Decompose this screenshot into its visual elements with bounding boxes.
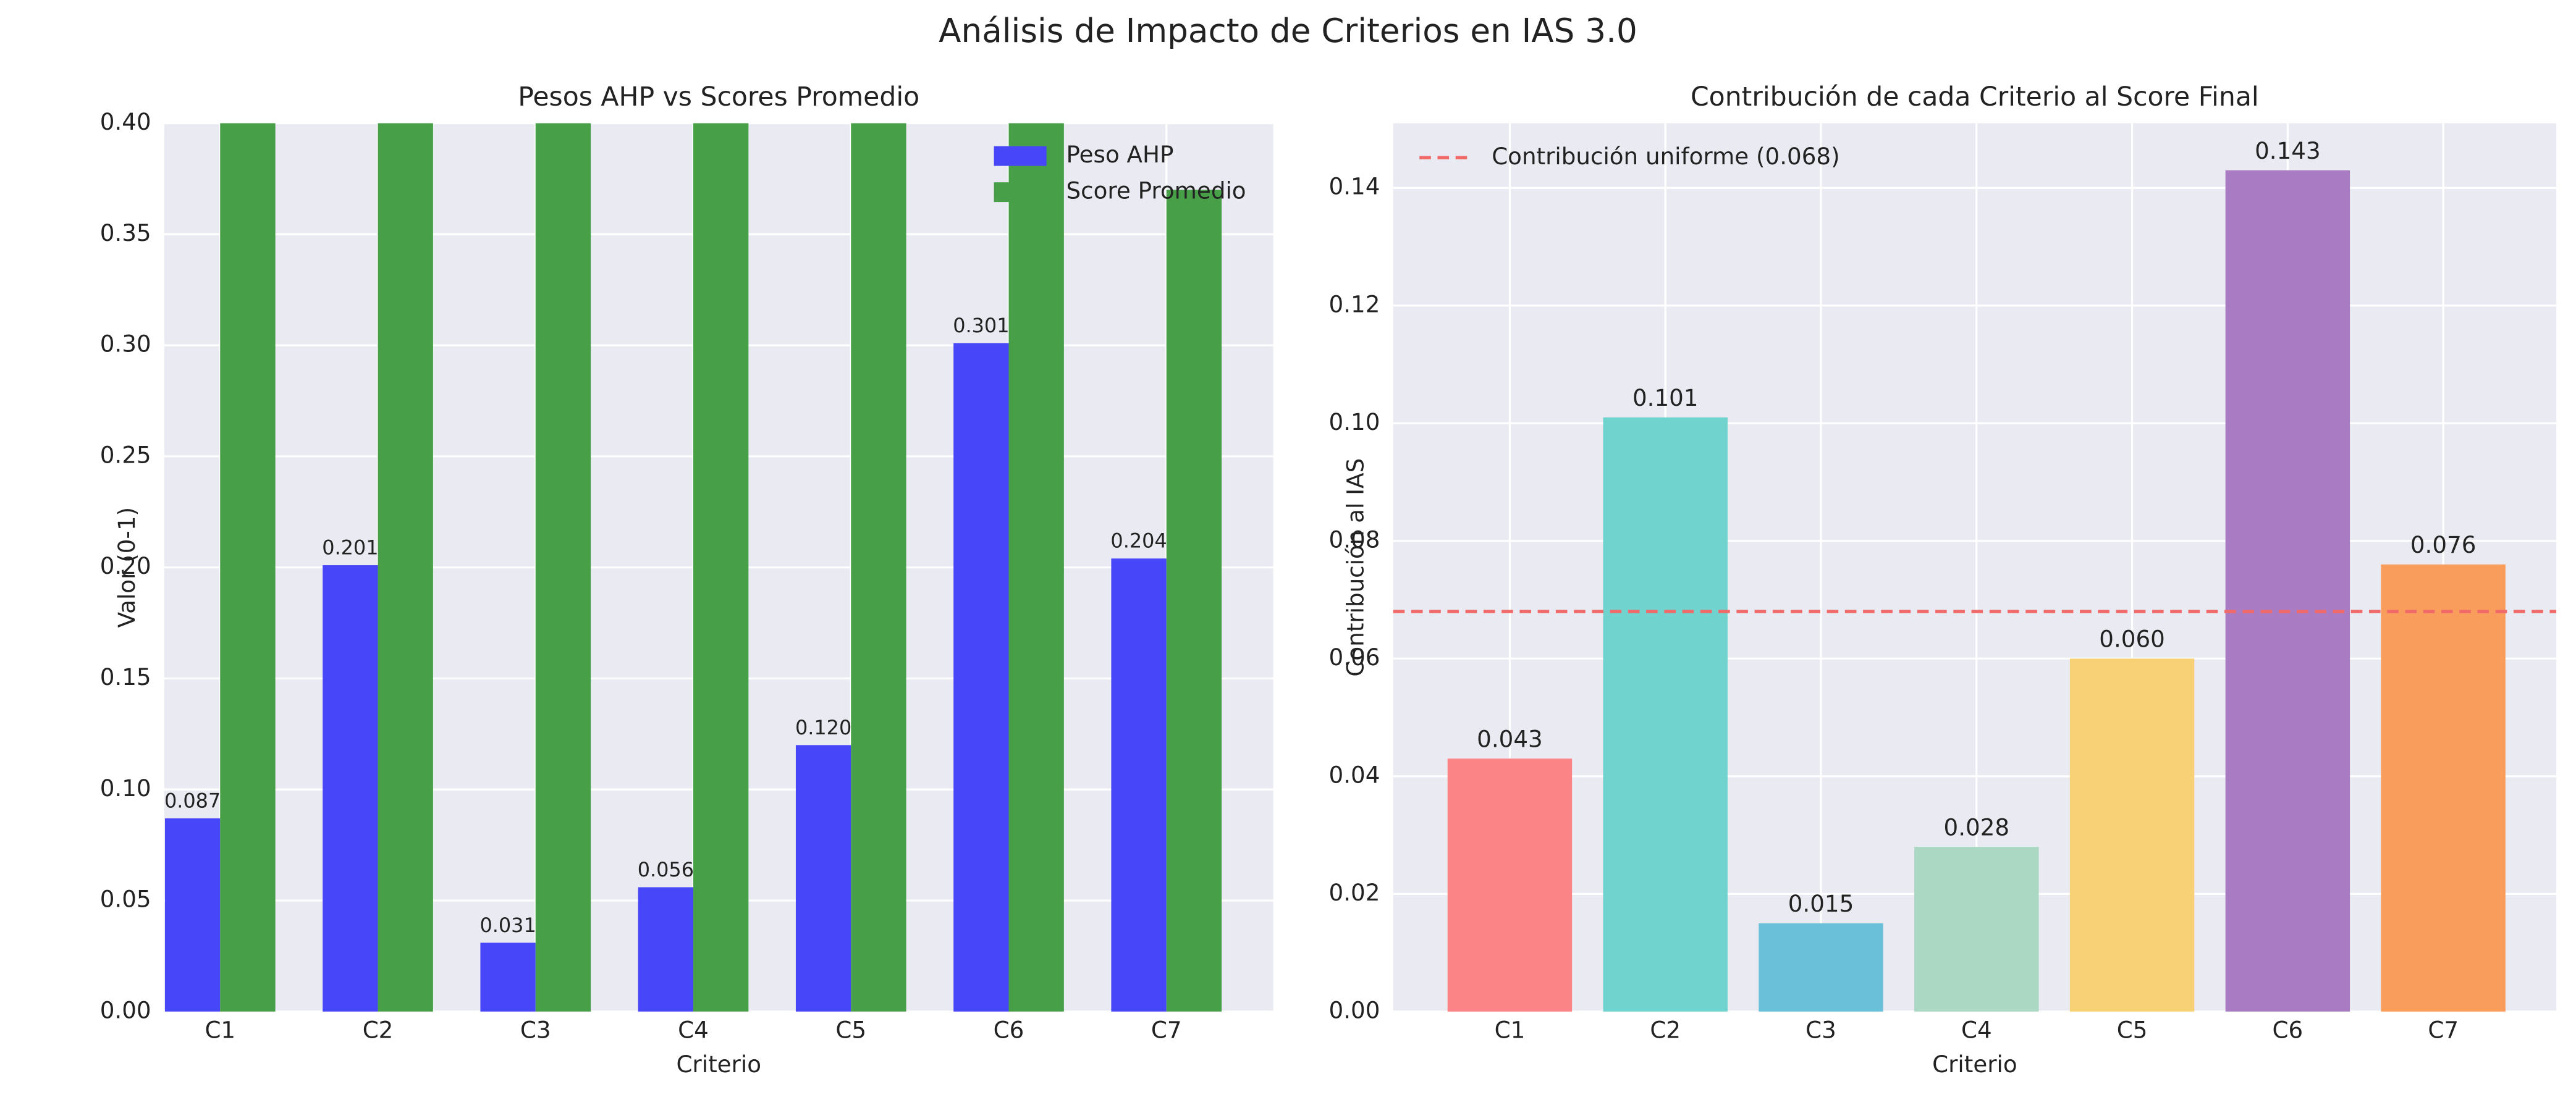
- bar: [378, 123, 433, 1012]
- value-label: 0.015: [1788, 890, 1854, 917]
- x-tick-label: C4: [1961, 1016, 1992, 1043]
- plot-area: [164, 123, 1222, 1012]
- y-tick-label: 0.25: [100, 441, 151, 468]
- y-tick-label: 0.00: [1329, 996, 1380, 1023]
- bar: [1914, 847, 2039, 1012]
- x-tick-label: C1: [1495, 1016, 1526, 1043]
- value-label: 0.201: [322, 535, 378, 559]
- x-tick-label: C5: [2117, 1016, 2148, 1043]
- x-tick-label: C4: [678, 1016, 709, 1043]
- subplot-title: Pesos AHP vs Scores Promedio: [518, 82, 919, 112]
- bar: [953, 343, 1009, 1012]
- bar: [2069, 658, 2195, 1012]
- value-label: 0.031: [479, 913, 536, 937]
- x-tick-label: C6: [994, 1016, 1024, 1043]
- subplot-title: Contribución de cada Criterio al Score F…: [1691, 82, 2259, 112]
- x-axis-label: Criterio: [1932, 1051, 2017, 1078]
- legend-swatch: [994, 146, 1047, 166]
- x-tick-label: C1: [205, 1016, 235, 1043]
- y-tick-label: 0.30: [100, 330, 151, 358]
- x-tick-label: C7: [1151, 1016, 1182, 1043]
- bar: [323, 565, 378, 1012]
- bar: [2225, 170, 2350, 1012]
- bar: [1759, 923, 1883, 1012]
- value-label: 0.301: [953, 314, 1009, 337]
- bar: [693, 123, 749, 1012]
- bar: [220, 123, 276, 1012]
- x-tick-label: C2: [363, 1016, 394, 1043]
- y-tick-label: 0.35: [100, 219, 151, 246]
- bar: [1166, 190, 1222, 1012]
- x-axis-label: Criterio: [676, 1051, 761, 1078]
- legend-swatch: [994, 182, 1047, 203]
- y-tick-label: 0.06: [1329, 644, 1380, 671]
- value-label: 0.087: [164, 789, 221, 812]
- value-label: 0.056: [638, 858, 694, 881]
- y-tick-label: 0.15: [100, 663, 151, 691]
- bar: [795, 745, 851, 1012]
- y-tick-label: 0.00: [100, 996, 151, 1023]
- value-label: 0.143: [2255, 137, 2321, 164]
- y-tick-label: 0.10: [100, 775, 151, 802]
- y-tick-label: 0.02: [1329, 879, 1380, 906]
- bar: [164, 818, 221, 1012]
- y-tick-label: 0.04: [1329, 761, 1380, 788]
- x-tick-label: C2: [1650, 1016, 1681, 1043]
- x-tick-label: C6: [2273, 1016, 2304, 1043]
- value-label: 0.101: [1632, 384, 1699, 411]
- y-axis-label: Valor (0-1): [113, 507, 140, 628]
- figure-title: Análisis de Impacto de Criterios en IAS …: [939, 12, 1637, 50]
- bar: [1603, 417, 1728, 1012]
- y-axis-label: Contribución al IAS: [1342, 458, 1369, 677]
- x-tick-label: C3: [520, 1016, 551, 1043]
- plot-area: [1447, 170, 2506, 1012]
- x-tick-label: C3: [1805, 1016, 1836, 1043]
- x-tick-label: C7: [2428, 1016, 2459, 1043]
- value-label: 0.204: [1110, 529, 1167, 553]
- bar: [1008, 123, 1064, 1012]
- legend-label: Contribución uniforme (0.068): [1492, 143, 1839, 170]
- y-tick-label: 0.40: [100, 108, 151, 135]
- bar: [535, 123, 591, 1012]
- bar: [638, 887, 694, 1012]
- y-tick-label: 0.12: [1329, 290, 1380, 317]
- legend-label: Peso AHP: [1066, 141, 1174, 168]
- y-tick-label: 0.14: [1329, 173, 1380, 200]
- bar: [480, 943, 536, 1012]
- bar: [1447, 758, 1573, 1012]
- value-label: 0.076: [2410, 531, 2477, 558]
- y-tick-label: 0.05: [100, 886, 151, 913]
- y-tick-label: 0.08: [1329, 526, 1380, 553]
- bar: [1111, 558, 1167, 1012]
- legend-label: Score Promedio: [1066, 177, 1246, 204]
- value-label: 0.120: [795, 716, 851, 739]
- value-label: 0.043: [1477, 726, 1543, 753]
- bar: [851, 123, 906, 1012]
- x-tick-label: C5: [835, 1016, 866, 1043]
- value-label: 0.060: [2099, 626, 2165, 653]
- bar: [2381, 564, 2506, 1012]
- y-tick-label: 0.10: [1329, 408, 1380, 435]
- y-tick-label: 0.20: [100, 552, 151, 579]
- value-label: 0.028: [1944, 813, 2010, 841]
